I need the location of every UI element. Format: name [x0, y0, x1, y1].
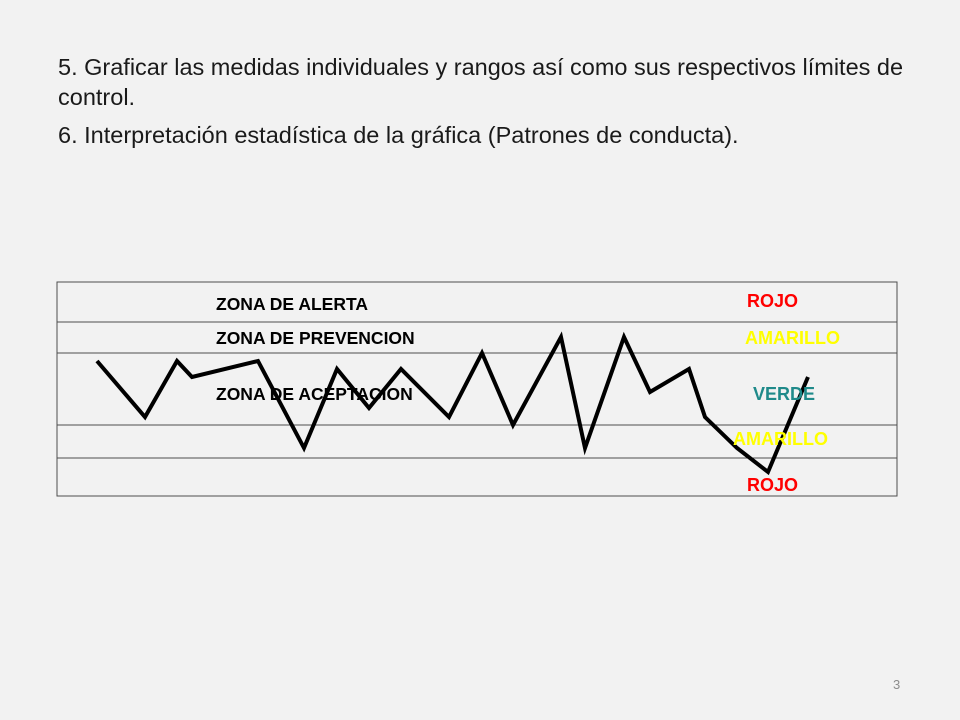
- zone-label-prevencion: ZONA DE PREVENCION: [216, 328, 415, 348]
- color-label-top-amarillo: AMARILLO: [745, 328, 840, 348]
- process-line: [95, 331, 810, 476]
- bullet-item-6: 6. Interpretación estadística de la gráf…: [58, 122, 739, 148]
- chart-frame: [56, 281, 898, 497]
- color-label-top-rojo: ROJO: [747, 291, 798, 311]
- bullet-item-5: 5. Graficar las medidas individuales y r…: [58, 54, 904, 110]
- zone-label-alerta: ZONA DE ALERTA: [216, 294, 368, 314]
- slide-text: 5. Graficar las medidas individuales y r…: [58, 52, 918, 150]
- color-label-bottom-amarillo: AMARILLO: [733, 429, 828, 449]
- page-number: 3: [893, 677, 901, 692]
- color-label-bottom-rojo: ROJO: [747, 475, 798, 495]
- zone-label-aceptacion: ZONA DE ACEPTACION: [216, 384, 413, 404]
- color-label-verde: VERDE: [753, 384, 815, 404]
